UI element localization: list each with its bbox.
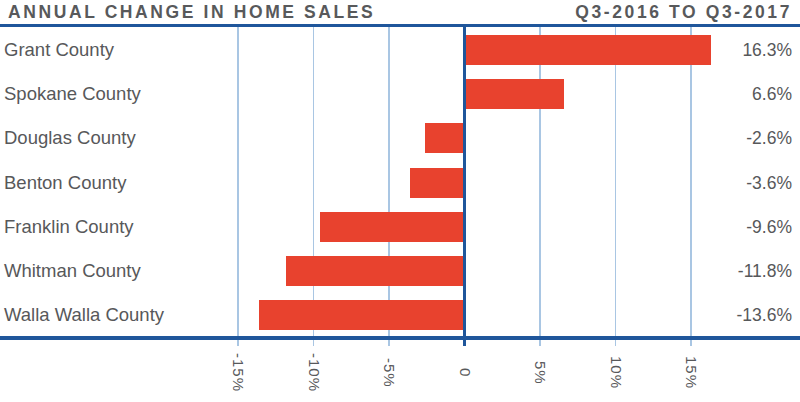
category-label: Walla Walla County [4, 302, 164, 328]
category-label: Whitman County [4, 258, 141, 284]
gridline-10% [615, 27, 617, 336]
bar-Benton County [410, 168, 464, 198]
x-tick-label--15%: -15% [228, 347, 248, 399]
x-tick-label--5%: -5% [379, 347, 399, 399]
bar-Whitman County [286, 256, 464, 286]
value-label: -2.6% [746, 126, 792, 150]
x-axis-line [0, 336, 800, 340]
category-label: Grant County [4, 37, 114, 63]
plot-area: -15% -10% -5% 0 5% 10% 15% Grant County 16.3% Spo… [0, 0, 800, 402]
axis-tick-15% [690, 340, 692, 346]
x-tick-label-10%: 10% [606, 347, 626, 399]
gridline-15% [690, 27, 692, 336]
axis-tick--15% [237, 340, 239, 346]
category-label: Spokane County [4, 81, 141, 107]
category-label: Douglas County [4, 125, 136, 151]
value-label: -9.6% [746, 215, 792, 239]
axis-tick--5% [388, 340, 390, 346]
axis-tick-5% [539, 340, 541, 346]
gridline--10% [313, 27, 315, 336]
value-label: 16.3% [742, 38, 792, 62]
gridline--15% [237, 27, 239, 336]
value-label: -3.6% [746, 171, 792, 195]
bar-Grant County [465, 35, 711, 65]
x-tick-label-0: 0 [455, 347, 475, 399]
zero-baseline [463, 27, 466, 346]
value-label: -11.8% [738, 259, 792, 283]
x-tick-label-5%: 5% [530, 347, 550, 399]
axis-tick--10% [313, 340, 315, 346]
bar-Douglas County [425, 123, 464, 153]
gridline-5% [539, 27, 541, 336]
value-label: -13.6% [737, 303, 792, 327]
bar-Walla Walla County [259, 300, 464, 330]
bar-Franklin County [320, 212, 465, 242]
x-tick-label--10%: -10% [304, 347, 324, 399]
value-label: 6.6% [752, 82, 792, 106]
gridline--5% [388, 27, 390, 336]
category-label: Franklin County [4, 214, 134, 240]
x-tick-label-15%: 15% [681, 347, 701, 399]
axis-tick-10% [615, 340, 617, 346]
category-label: Benton County [4, 170, 126, 196]
home-sales-chart: ANNUAL CHANGE IN HOME SALES Q3-2016 TO Q… [0, 0, 800, 402]
bar-Spokane County [465, 79, 565, 109]
